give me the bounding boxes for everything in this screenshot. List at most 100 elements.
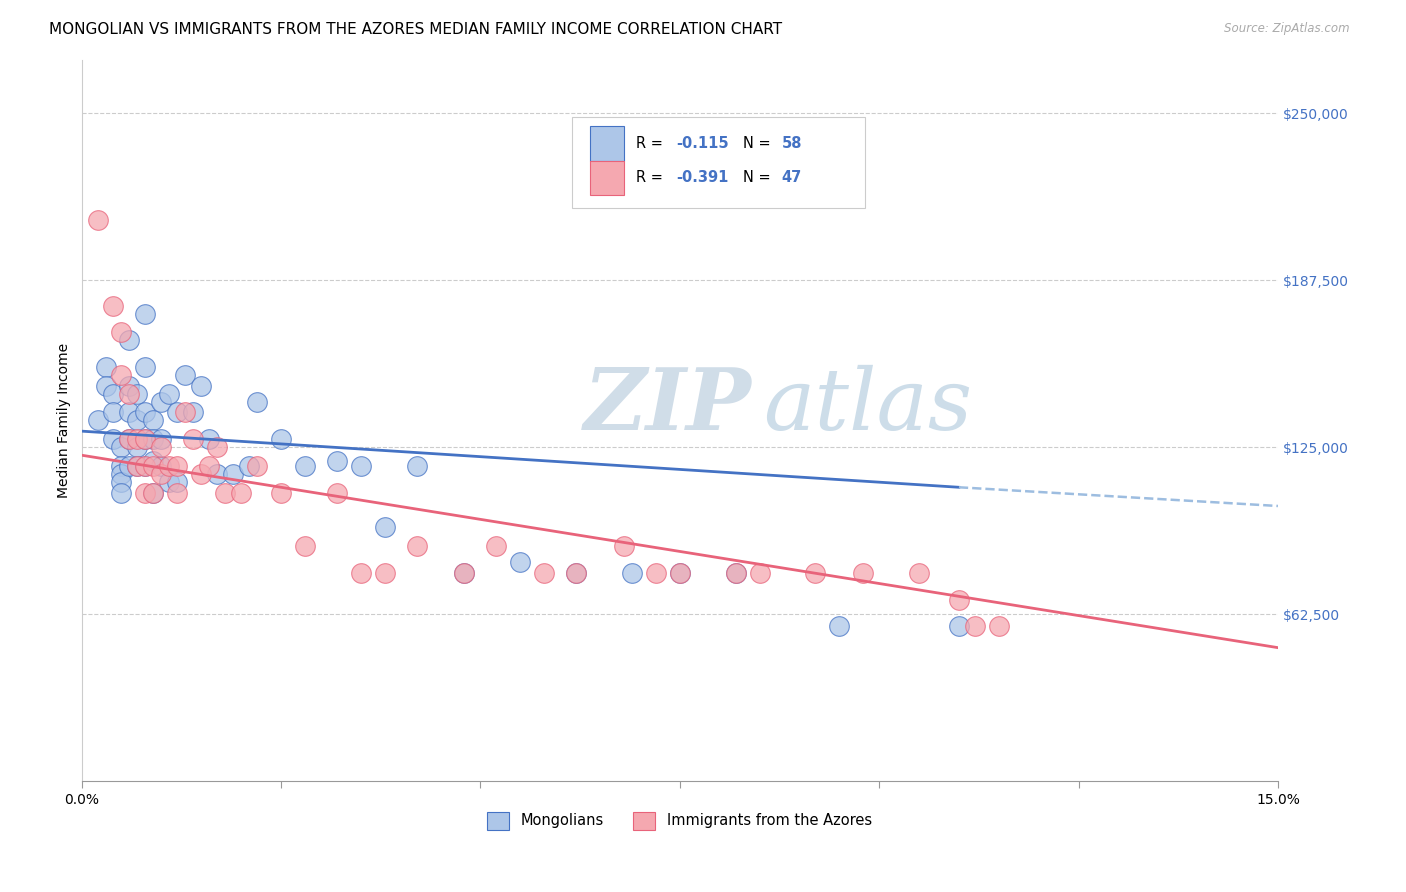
Text: Source: ZipAtlas.com: Source: ZipAtlas.com — [1225, 22, 1350, 36]
Point — [613, 539, 636, 553]
Text: MONGOLIAN VS IMMIGRANTS FROM THE AZORES MEDIAN FAMILY INCOME CORRELATION CHART: MONGOLIAN VS IMMIGRANTS FROM THE AZORES … — [49, 22, 782, 37]
Point — [270, 485, 292, 500]
Point — [150, 432, 173, 446]
Point — [127, 458, 149, 473]
Point — [110, 467, 132, 481]
Point — [166, 485, 188, 500]
Point — [453, 566, 475, 580]
Text: R =: R = — [636, 170, 662, 186]
Bar — [591, 161, 623, 195]
Point — [157, 458, 180, 473]
Point — [134, 359, 156, 374]
Point — [134, 432, 156, 446]
Point — [908, 566, 931, 580]
Point — [150, 467, 173, 481]
Point — [350, 566, 373, 580]
Point — [205, 467, 228, 481]
Point — [94, 378, 117, 392]
Point — [198, 458, 221, 473]
Point — [190, 378, 212, 392]
Point — [134, 485, 156, 500]
Point — [103, 386, 125, 401]
Point — [127, 432, 149, 446]
Point — [174, 405, 197, 419]
Point — [668, 566, 690, 580]
Point — [157, 475, 180, 489]
Point — [134, 458, 156, 473]
Point — [110, 440, 132, 454]
Point — [294, 539, 316, 553]
Point — [350, 458, 373, 473]
Point — [238, 458, 260, 473]
Point — [118, 432, 141, 446]
Point — [134, 306, 156, 320]
Point — [374, 520, 396, 534]
Point — [142, 432, 165, 446]
Point — [142, 458, 165, 473]
Point — [405, 539, 427, 553]
Text: atlas: atlas — [763, 365, 973, 448]
Point — [142, 485, 165, 500]
Point — [246, 458, 269, 473]
Point — [326, 485, 349, 500]
Text: ZIP: ZIP — [583, 364, 752, 448]
Point — [157, 386, 180, 401]
Text: N =: N = — [744, 136, 770, 151]
Point — [150, 440, 173, 454]
Point — [86, 213, 108, 227]
Point — [190, 467, 212, 481]
Point — [198, 432, 221, 446]
Point — [565, 566, 588, 580]
Point — [110, 458, 132, 473]
Point — [142, 485, 165, 500]
Point — [134, 405, 156, 419]
Point — [127, 458, 149, 473]
Point — [948, 592, 970, 607]
Point — [118, 333, 141, 347]
Point — [118, 386, 141, 401]
Point — [118, 432, 141, 446]
Point — [110, 325, 132, 339]
Point — [134, 458, 156, 473]
Point — [229, 485, 252, 500]
Point — [852, 566, 875, 580]
Point — [127, 440, 149, 454]
Point — [110, 368, 132, 382]
Point — [127, 413, 149, 427]
Text: -0.115: -0.115 — [676, 136, 728, 151]
Point — [987, 619, 1010, 633]
Point — [142, 413, 165, 427]
Point — [485, 539, 508, 553]
Point — [94, 359, 117, 374]
Point — [118, 378, 141, 392]
Text: 58: 58 — [782, 136, 801, 151]
Point — [103, 432, 125, 446]
Point — [374, 566, 396, 580]
Point — [166, 475, 188, 489]
Point — [150, 394, 173, 409]
Point — [246, 394, 269, 409]
Point — [166, 458, 188, 473]
Point — [453, 566, 475, 580]
Point — [127, 386, 149, 401]
Point — [405, 458, 427, 473]
Point — [828, 619, 851, 633]
Point — [86, 413, 108, 427]
Point — [103, 405, 125, 419]
Point — [118, 458, 141, 473]
Point — [804, 566, 827, 580]
Point — [214, 485, 236, 500]
Point — [103, 299, 125, 313]
Point — [270, 432, 292, 446]
Point — [142, 453, 165, 467]
Point — [565, 566, 588, 580]
Point — [668, 566, 690, 580]
Text: 47: 47 — [782, 170, 801, 186]
Point — [222, 467, 245, 481]
Legend: Mongolians, Immigrants from the Azores: Mongolians, Immigrants from the Azores — [482, 805, 877, 836]
Point — [533, 566, 555, 580]
Point — [724, 566, 747, 580]
Point — [181, 405, 204, 419]
Point — [166, 405, 188, 419]
Point — [294, 458, 316, 473]
